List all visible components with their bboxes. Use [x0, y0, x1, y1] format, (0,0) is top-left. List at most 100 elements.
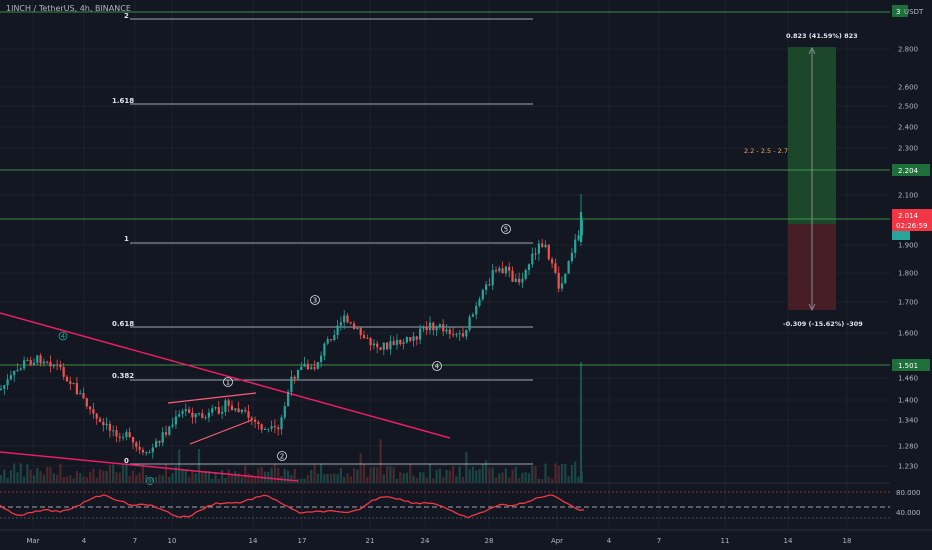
time-tick: 7: [133, 537, 137, 545]
volume-bar: [346, 473, 349, 483]
candle-body: [333, 335, 336, 340]
candle-body: [263, 428, 267, 430]
price-axis[interactable]: 2.800 2.600 2.500 2.400 2.300 2.100 1.900 1.800…: [898, 46, 918, 471]
candle-body: [392, 341, 395, 345]
candle-body: [102, 421, 105, 426]
volume-bar: [524, 472, 527, 483]
candle-body: [372, 343, 375, 346]
svg-text:2: 2: [280, 453, 284, 461]
candle-body: [105, 423, 108, 426]
volume-bar: [303, 478, 306, 483]
volume-bar: [9, 470, 12, 483]
wave-label-4: 4: [432, 361, 442, 371]
candle-body: [329, 339, 333, 341]
volume-bar: [214, 472, 217, 483]
badge-bg-3: [892, 5, 908, 17]
candle-body: [141, 449, 144, 453]
candle-body: [171, 424, 174, 427]
candle-body: [369, 338, 372, 346]
candle-body: [544, 244, 547, 248]
volume-bar: [399, 472, 402, 483]
volume-bar: [283, 468, 286, 483]
volume-bar: [323, 474, 326, 483]
candle-body: [135, 442, 138, 447]
triangle-top[interactable]: [167, 392, 257, 404]
candle-body: [485, 284, 488, 290]
candle-body: [270, 426, 273, 429]
candle-body: [46, 361, 49, 363]
time-axis[interactable]: Mar 4 7 10 14 17 21 24 28 Apr 4 7 11 14 18: [26, 537, 851, 545]
time-tick: 4: [607, 537, 612, 545]
volume-bar: [92, 468, 95, 483]
time-tick: 17: [298, 537, 307, 545]
candle-body: [158, 440, 161, 443]
volume-bar: [336, 474, 339, 483]
volume-bar: [250, 474, 253, 483]
candle-body: [19, 368, 22, 370]
trendline-upper[interactable]: [0, 312, 451, 439]
fib-lines[interactable]: [130, 18, 533, 465]
candle-body: [49, 361, 52, 367]
candle-body: [518, 278, 521, 283]
candle-body: [273, 426, 276, 428]
volume-bar: [161, 475, 164, 483]
trendline-lower[interactable]: [0, 451, 299, 482]
volume-bar: [551, 478, 554, 483]
volume-bar: [501, 472, 504, 483]
candle-body: [290, 376, 293, 392]
candle-body: [26, 360, 29, 362]
candle-body: [560, 283, 564, 289]
volume-bar: [326, 474, 329, 483]
candle-body: [214, 407, 217, 409]
candle-body: [508, 266, 511, 271]
volume-bar: [244, 465, 247, 483]
volume-bar: [42, 474, 45, 483]
volume-bar: [349, 476, 352, 483]
volume-bar: [49, 467, 52, 483]
volume-bar: [461, 477, 465, 483]
candle-body: [435, 327, 438, 331]
candle-body: [379, 347, 382, 350]
candle-body: [498, 268, 501, 272]
candle-body: [296, 370, 300, 379]
volume-bar: [112, 464, 115, 483]
price-tick: 1.700: [898, 299, 918, 307]
price-tick: 1.400: [898, 397, 918, 405]
candle-body: [155, 440, 158, 448]
volume-bar: [247, 473, 250, 483]
candle-body: [494, 270, 498, 272]
symbol-title[interactable]: 1INCH / TetherUS, 4h, BINANCE: [6, 4, 131, 13]
time-tick: 4: [82, 537, 87, 545]
volume-bar: [488, 467, 491, 483]
loss-label: -0.309 (-15.62%) -309: [783, 320, 863, 328]
volume-bar: [181, 469, 184, 483]
volume-bar: [221, 469, 224, 483]
volume-bar: [191, 471, 194, 483]
candle-body: [475, 305, 478, 315]
wave-label-2: 2: [277, 451, 287, 461]
candle-body: [349, 322, 352, 324]
candle-body: [428, 322, 432, 331]
oscillator-line: [0, 494, 585, 519]
candle-body: [69, 381, 72, 384]
profit-label: 0.823 (41.59%) 823: [786, 32, 858, 40]
candle-body: [455, 334, 458, 336]
candle-body: [52, 364, 55, 367]
volume-bar: [257, 467, 260, 483]
candle-body: [244, 409, 247, 412]
time-tick: 10: [168, 537, 177, 545]
triangle-bottom[interactable]: [189, 419, 253, 445]
volume-bar: [313, 464, 316, 483]
volume-bar: [511, 469, 514, 483]
candle-body: [148, 452, 151, 454]
volume-bar: [145, 474, 148, 483]
volume-bar: [570, 464, 573, 483]
candle-body: [85, 398, 88, 407]
candle-body: [62, 367, 65, 377]
candle-body: [534, 253, 537, 255]
candle-body: [531, 253, 534, 265]
volume-bar: [339, 468, 342, 483]
volume-bar: [422, 472, 425, 483]
svg-text:3: 3: [313, 297, 317, 305]
